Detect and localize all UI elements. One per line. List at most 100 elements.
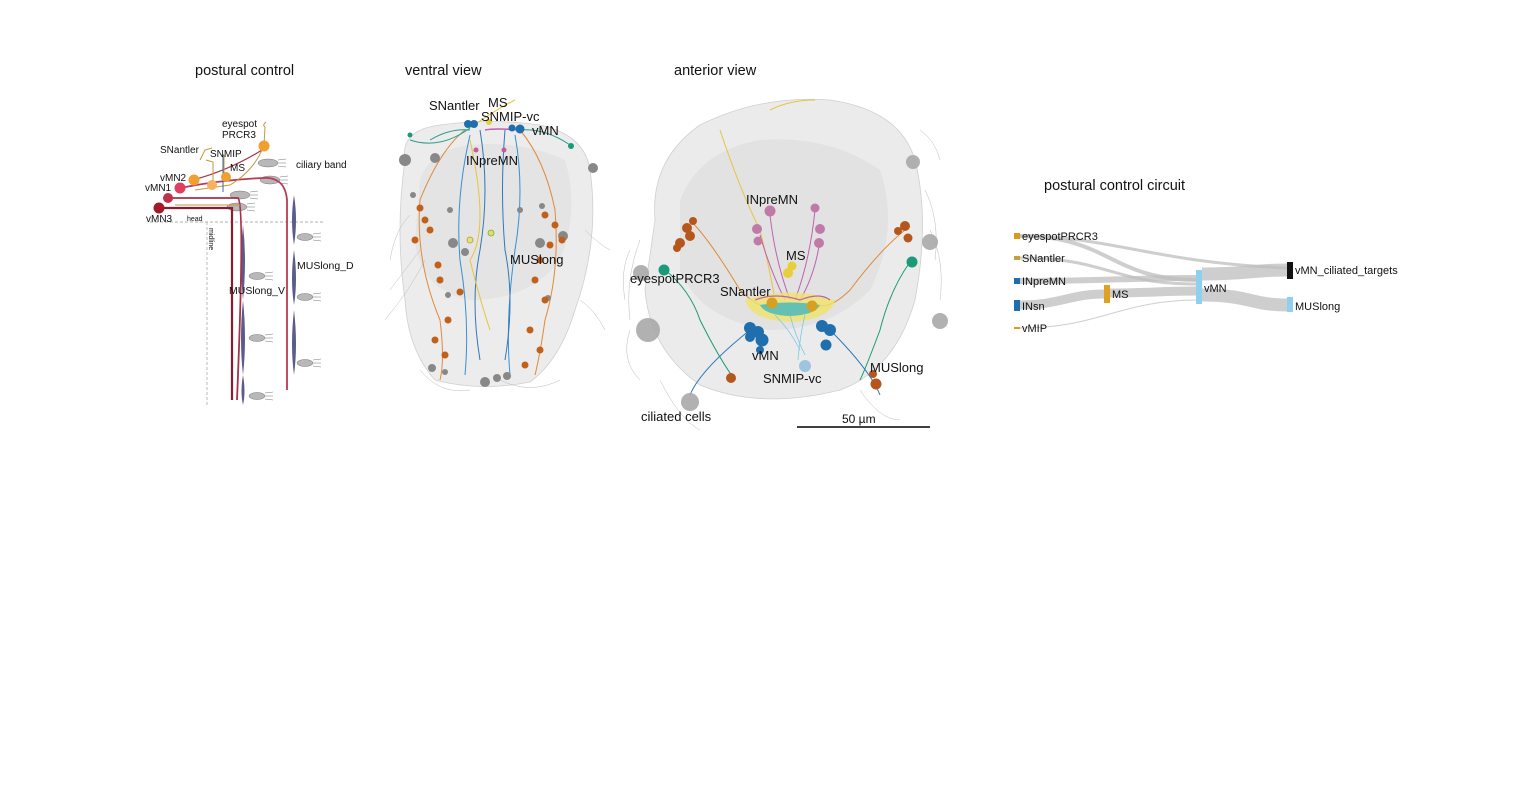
circuit-title: postural control circuit <box>1044 178 1186 194</box>
ms-soma <box>221 172 231 182</box>
node-label-eyespotprcr3: eyespotPRCR3 <box>1022 231 1098 243</box>
anterior-inpremn-soma-top <box>764 205 776 217</box>
anterior-snantler-label: SNantler <box>720 284 771 299</box>
sankey-flows <box>1019 234 1288 329</box>
ventral-vmn-soma-left <box>464 120 472 128</box>
vmn3-soma <box>153 202 165 214</box>
midline-label: midline <box>207 228 214 250</box>
ventral-vmn-soma-right2 <box>508 124 516 132</box>
anterior-ciliary-mesh <box>623 129 942 431</box>
prcr3-label: PRCR3 <box>222 130 256 141</box>
snmip-label: SNMIP <box>210 149 242 160</box>
anterior-view-title: anterior view <box>674 63 757 79</box>
ventral-body-inner <box>415 144 572 300</box>
flow-ms-vmn <box>1109 286 1199 298</box>
muslong-d-muscles <box>292 195 296 375</box>
node-label-inpremn: INpreMN <box>1022 276 1066 288</box>
vmn2-soma <box>163 193 173 203</box>
vmn3-label: vMN3 <box>146 214 173 225</box>
anterior-inpremn-soma-left1 <box>752 224 762 234</box>
ventral-ciliary-mesh <box>384 214 611 392</box>
ventral-snmip-vc-label: SNMIP-vc <box>481 109 540 124</box>
ventral-muslong-label: MUSlong <box>510 252 563 267</box>
node-vmn <box>1196 270 1202 304</box>
circuit-panel: eyespotPRCR3 SNantler INpreMN INsn vMIP … <box>1014 231 1398 335</box>
schematic-panel: eyespot PRCR3 ciliary band SNantler SNMI… <box>145 119 354 405</box>
flow-inpremn-vmn <box>1019 275 1199 284</box>
ventral-view-panel: SNantler MS SNMIP-vc vMN INpreMN MUSlong <box>384 95 611 392</box>
node-muslong <box>1287 297 1293 312</box>
node-snantler <box>1014 256 1020 260</box>
anterior-muscle-somata <box>673 217 913 390</box>
anterior-ms-soma-2 <box>783 268 793 278</box>
node-label-vmn: vMN <box>1204 283 1227 295</box>
anterior-ms-label: MS <box>786 248 806 263</box>
ventral-ms-soma <box>486 119 492 125</box>
ventral-inpremn-label: INpreMN <box>466 153 518 168</box>
node-label-vmn-ciliated-targets: vMN_ciliated_targets <box>1295 265 1398 277</box>
flow-vmn-muslong <box>1201 288 1288 312</box>
anterior-inpremn-soma-right1 <box>815 224 825 234</box>
anterior-eyespot-soma-left <box>658 264 670 276</box>
anterior-muslong-label: MUSlong <box>870 360 923 375</box>
anterior-ciliated-cells-label: ciliated cells <box>641 409 712 424</box>
anterior-ciliated-somata <box>633 155 948 411</box>
anterior-inpremn-soma-right <box>810 203 820 213</box>
anterior-ms-soma-1 <box>787 261 797 271</box>
snantler-soma <box>188 174 200 186</box>
ventral-vmn-label: vMN <box>532 123 559 138</box>
anterior-view-panel: INpreMN MS eyespotPRCR3 SNantler vMN SNM… <box>623 98 948 431</box>
node-ms <box>1104 285 1110 303</box>
anterior-vmn-label: vMN <box>752 348 779 363</box>
flow-snantler-vmn <box>1019 256 1199 286</box>
anterior-snantler-soma-right <box>806 300 818 312</box>
anterior-eyespot-soma-right <box>906 256 918 268</box>
node-vmn-ciliated-targets <box>1287 262 1293 279</box>
muslong-d-label: MUSlong_D <box>297 260 354 272</box>
muslong-v-label: MUSlong_V <box>229 285 285 297</box>
anterior-snantler-soma-left <box>766 297 778 309</box>
vmn1-label: vMN1 <box>145 183 172 194</box>
ventral-snantler-soma <box>466 236 474 244</box>
eyespot-prcr3-soma <box>258 140 270 152</box>
ventral-vmn-soma-right <box>515 124 525 134</box>
node-label-snantler: SNantler <box>1022 253 1065 265</box>
ventral-eyespot-soma-right <box>568 143 574 149</box>
ventral-muscle-somata <box>411 204 566 369</box>
vmn2-label: vMN2 <box>160 173 187 184</box>
node-label-ms: MS <box>1112 289 1129 301</box>
anterior-body-inner <box>680 139 888 330</box>
flow-eyespot-ciliated <box>1019 234 1288 270</box>
ventral-vmn-soma-left2 <box>470 120 478 128</box>
ms-label: MS <box>230 163 245 174</box>
head-label: head <box>187 216 203 223</box>
ventral-inpremn-soma-left <box>473 147 479 153</box>
ventral-neurites <box>409 99 571 381</box>
ciliary-band-cells <box>226 158 322 401</box>
ciliary-band-label: ciliary band <box>296 160 347 171</box>
anterior-vmn-somata <box>744 320 836 354</box>
flow-insn-ms <box>1019 289 1105 310</box>
anterior-inpremn-soma-left2 <box>753 236 763 246</box>
node-label-insn: INsn <box>1022 301 1045 313</box>
ventral-view-title: ventral view <box>405 63 482 79</box>
anterior-snmip-vc-label: SNMIP-vc <box>763 371 822 386</box>
ventral-snmip-soma <box>487 229 495 237</box>
node-label-vmip: vMIP <box>1022 323 1047 335</box>
eyespot-label: eyespot <box>222 119 257 130</box>
node-label-muslong: MUSlong <box>1295 301 1340 313</box>
vmn-axons <box>159 149 288 401</box>
node-insn <box>1014 300 1020 311</box>
vmn1-soma <box>174 182 186 194</box>
flow-vmip-vmn <box>1019 299 1199 329</box>
node-inpremn <box>1014 278 1020 284</box>
anterior-inpremn-soma-right2 <box>814 238 824 248</box>
flow-vmn-ciliated <box>1201 263 1288 281</box>
ventral-inpremn-soma-right <box>501 147 507 153</box>
ventral-ms-label: MS <box>488 95 508 110</box>
scale-bar-label: 50 µm <box>842 412 876 426</box>
ventral-ciliated-somata <box>399 153 598 387</box>
snmip-soma <box>207 180 217 190</box>
snantler-label: SNantler <box>160 145 200 156</box>
